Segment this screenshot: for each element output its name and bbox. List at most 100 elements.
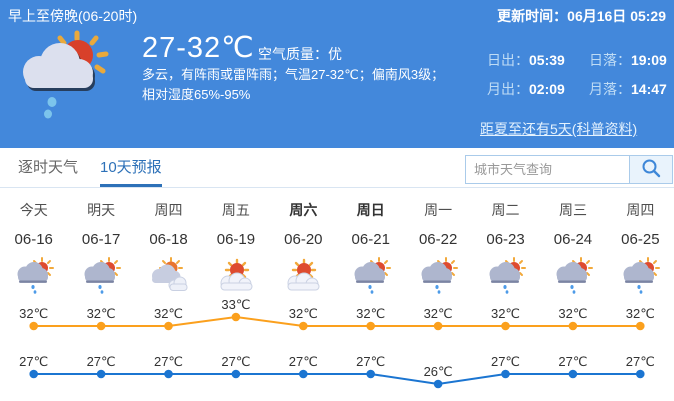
forecast-day-column[interactable]: 周五 06-19: [202, 196, 269, 297]
shower-icon: [67, 257, 134, 297]
update-time: 更新时间：06月16日 05:29: [497, 8, 666, 24]
day-date: 06-21: [351, 231, 390, 248]
tab-bar: 逐时天气 10天预报: [0, 148, 674, 188]
day-date: 06-17: [81, 231, 121, 248]
high-temp-label: 32℃: [19, 306, 48, 321]
weather-banner: 早上至傍晚(06-20时) 更新时间：06月16日 05:29 27: [0, 0, 674, 148]
partly-sunny-icon: [202, 257, 269, 297]
low-temp-label: 26℃: [424, 364, 453, 379]
tab-hourly-weather[interactable]: 逐时天气: [18, 159, 79, 176]
high-temp-label: 32℃: [356, 306, 385, 321]
low-temp-point: [299, 369, 308, 379]
low-temp-label: 27℃: [356, 354, 385, 369]
high-temp-label: 32℃: [558, 306, 587, 321]
low-temp-label: 27℃: [154, 354, 183, 369]
forecast-day-column[interactable]: 周一 06-22: [404, 196, 471, 297]
partly-sunny-icon: [270, 257, 337, 297]
high-temp-point: [164, 321, 173, 331]
city-search-input[interactable]: [465, 155, 630, 184]
weather-description-line2: 相对湿度65%-95%: [142, 87, 251, 102]
day-name: 周四: [626, 202, 655, 218]
forecast-day-column[interactable]: 明天 06-17: [67, 196, 134, 297]
forecast-day-column[interactable]: 今天 06-16: [0, 196, 67, 297]
day-name: 今天: [19, 202, 48, 218]
high-temp-point: [29, 321, 38, 331]
tab-10day-forecast[interactable]: 10天预报: [100, 156, 162, 187]
low-temp-label: 27℃: [558, 354, 587, 369]
day-date: 06-23: [486, 231, 525, 248]
low-temp-point: [568, 369, 578, 379]
forecast-day-column[interactable]: 周四 06-25: [607, 196, 674, 297]
search-icon: [641, 158, 661, 181]
moonrise: 月出：02:09: [487, 81, 565, 97]
day-name: 周日: [356, 202, 385, 218]
sunset: 日落：19:09: [589, 52, 667, 68]
low-temp-point: [366, 369, 376, 379]
day-name: 周五: [221, 202, 250, 218]
moonset: 月落：14:47: [589, 81, 667, 97]
shower-icon: [539, 257, 606, 297]
shower-icon: [337, 257, 404, 297]
high-temp-point: [299, 321, 308, 331]
high-temp-label: 32℃: [289, 306, 318, 321]
forecast-day-column[interactable]: 周二 06-23: [472, 196, 539, 297]
high-temp-label: 32℃: [491, 306, 520, 321]
low-temp-point: [433, 379, 443, 389]
sunrise: 日出：05:39: [487, 52, 565, 68]
city-search: [465, 155, 673, 184]
sun-moon-times: 日出：05:39 日落：19:09 月出：02:09 月落：14:47: [487, 50, 674, 99]
air-quality: 空气质量：优: [258, 46, 342, 62]
day-name: 周三: [558, 202, 587, 218]
weather-description: 多云，有阵雨或雷阵雨；气温27-32℃；偏南风3级； 相对湿度65%-95%: [142, 65, 477, 105]
high-temp-label: 32℃: [626, 306, 655, 321]
high-temp-line: [33, 315, 641, 327]
period-label: 早上至傍晚(06-20时): [8, 8, 138, 24]
forecast-day-column[interactable]: 周六 06-20: [270, 196, 337, 297]
shower-icon: [0, 257, 67, 297]
cloudy-icon: [135, 257, 202, 297]
low-temp-label: 27℃: [87, 354, 116, 369]
high-temp-label: 32℃: [87, 306, 116, 321]
high-temp-point: [96, 321, 106, 331]
high-temp-label: 32℃: [424, 306, 453, 321]
day-name: 周一: [424, 202, 453, 218]
day-date: 06-18: [149, 231, 188, 248]
day-name: 明天: [87, 202, 116, 218]
high-temp-point: [231, 312, 241, 322]
low-temp-label: 27℃: [491, 354, 520, 369]
temperature-chart: 32℃ 32℃ 32℃ 33℃ 32℃ 32℃ 32℃ 32℃ 32℃ 32℃ 27℃ 27℃ 27℃ 2…: [19, 297, 655, 389]
forecast-day-column[interactable]: 周三 06-24: [539, 196, 606, 297]
day-date: 06-16: [14, 231, 53, 248]
low-temp-point: [29, 369, 38, 379]
day-name: 周四: [154, 202, 183, 218]
weather-description-line1: 多云，有阵雨或雷阵雨；气温27-32℃；偏南风3级；: [142, 67, 445, 82]
low-temp-point: [231, 369, 241, 379]
high-temp-label: 33℃: [221, 297, 250, 312]
day-name: 周六: [289, 202, 318, 218]
forecast-day-column[interactable]: 周四 06-18: [135, 196, 202, 297]
low-temp-label: 27℃: [626, 354, 655, 369]
low-temp-point: [96, 369, 106, 379]
high-temp-point: [501, 321, 510, 331]
forecast-day-column[interactable]: 周日 06-21: [337, 196, 404, 297]
sun-cloud-rain-icon: [14, 26, 118, 126]
day-date: 06-20: [284, 231, 323, 248]
low-temp-point: [636, 369, 645, 379]
shower-icon: [404, 257, 471, 297]
low-temp-label: 27℃: [221, 354, 250, 369]
low-temp-point: [501, 369, 510, 379]
forecast-row: 今天 06-16 明天 06-17 周四 06-18 周五 06-19: [0, 196, 674, 297]
day-date: 06-25: [621, 231, 660, 248]
low-temp-label: 27℃: [289, 354, 318, 369]
solstice-countdown-link[interactable]: 距夏至还有5天(科普资料): [480, 121, 638, 137]
low-temp-point: [164, 369, 173, 379]
shower-icon: [607, 257, 674, 297]
high-temp-point: [568, 321, 578, 331]
search-button[interactable]: [630, 155, 673, 184]
shower-icon: [472, 257, 539, 297]
high-temp-point: [433, 321, 443, 331]
high-temp-label: 32℃: [154, 306, 183, 321]
low-temp-label: 27℃: [19, 354, 48, 369]
current-temp-range: 27-32℃: [142, 32, 255, 64]
day-name: 周二: [491, 202, 520, 218]
